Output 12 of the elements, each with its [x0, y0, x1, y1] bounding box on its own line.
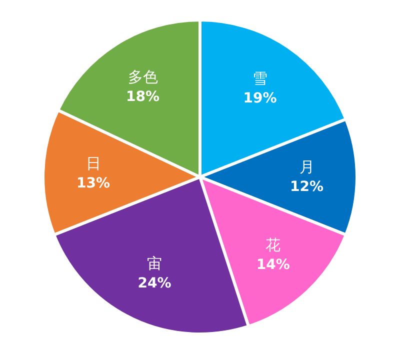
data-label: 13% [76, 176, 110, 192]
slice-label: 花 [266, 236, 281, 254]
data-label: 12% [290, 179, 324, 195]
data-label: 18% [126, 88, 160, 105]
slice-label: 多色 [128, 68, 158, 86]
slice-label: 日 [86, 154, 101, 173]
data-label: 24% [138, 276, 172, 292]
data-label: 19% [243, 90, 277, 107]
slice-label: 雪 [252, 70, 268, 88]
data-label: 14% [256, 256, 290, 273]
slice-label: 月 [299, 158, 314, 176]
slice-label: 宙 [147, 254, 162, 273]
